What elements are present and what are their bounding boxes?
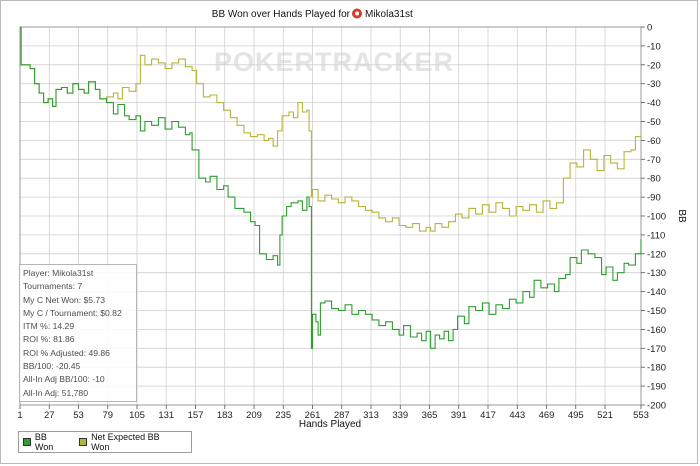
x-tick-label: 209: [246, 410, 262, 421]
legend-label: Net Expected BB Won: [91, 432, 160, 452]
y-tick-label: -200: [647, 401, 666, 412]
y-axis-label: BB: [676, 209, 687, 223]
x-axis-label: Hands Played: [299, 419, 361, 430]
y-axis-ticks: 0 -10 -20 -30 -40 -50 -60 -70 -80 -90 -100 -110 -120…: [641, 23, 666, 412]
x-tick-label: 1: [17, 410, 22, 421]
x-tick-label: 53: [73, 410, 84, 421]
series-line-bb-won: [20, 26, 642, 349]
x-tick-label: 553: [633, 410, 649, 421]
y-tick-label: -180: [647, 363, 666, 374]
stat-line: ITM %: 14.29: [23, 321, 75, 332]
x-tick-label: 235: [275, 410, 291, 421]
stat-line: BB/100: -20.45: [23, 361, 81, 372]
x-tick-label: 157: [188, 410, 204, 421]
x-tick-label: 183: [217, 410, 233, 421]
series-line-net-expected-bb-won: [20, 26, 641, 232]
stat-line: Player: Mikola31st: [23, 268, 94, 278]
stat-line: ROI % Adjusted: 49.86: [23, 347, 110, 358]
stat-line: My C / Tournament: $0.82: [23, 307, 122, 318]
x-axis-ticks: 1 27 53 79 105 131 157 183 209 235 261 287 313 339 365…: [17, 405, 649, 421]
series-layer: [20, 26, 642, 349]
y-tick-label: -190: [647, 382, 666, 393]
y-tick-label: -140: [647, 287, 666, 298]
y-tick-label: -70: [647, 155, 661, 166]
legend: BB Won Net Expected BB Won: [18, 431, 192, 453]
y-tick-label: -60: [647, 136, 661, 147]
legend-swatch: [23, 438, 31, 446]
stats-box: Player: Mikola31st Tournaments: 7 My C Net…: [19, 264, 137, 402]
x-tick-label: 79: [102, 410, 113, 421]
legend-label: BB Won: [34, 432, 54, 452]
y-tick-label: -120: [647, 249, 666, 260]
x-tick-label: 313: [363, 410, 379, 421]
legend-item-net-expected[interactable]: Net Expected BB Won: [79, 432, 179, 452]
y-tick-label: -20: [647, 60, 661, 71]
stat-line: All-In Adj: 51,780: [23, 387, 88, 398]
x-tick-label: 27: [44, 410, 55, 421]
y-tick-label: -10: [647, 41, 661, 52]
y-tick-label: -110: [647, 230, 665, 241]
x-tick-label: 105: [129, 410, 145, 421]
legend-item-bb-won[interactable]: BB Won: [23, 432, 67, 452]
x-tick-label: 261: [305, 410, 321, 421]
y-tick-label: -150: [647, 306, 666, 317]
x-tick-label: 131: [158, 410, 174, 421]
stat-line: ROI %: 81.86: [23, 334, 75, 345]
y-tick-label: -50: [647, 117, 661, 128]
y-tick-label: -130: [647, 268, 666, 279]
x-tick-label: 521: [597, 410, 613, 421]
stat-line: All-In Adj BB/100: -10: [23, 374, 105, 385]
y-tick-label: -40: [647, 98, 661, 109]
x-tick-label: 469: [539, 410, 555, 421]
stat-line: My C Net Won: $5.73: [23, 294, 105, 305]
y-tick-label: -80: [647, 174, 661, 185]
y-tick-label: -160: [647, 325, 666, 336]
x-tick-label: 391: [451, 410, 467, 421]
chart-title: BB Won over Hands Played for: [212, 9, 351, 20]
watermark: POKERTRACKER: [214, 47, 454, 77]
y-tick-label: -100: [647, 212, 666, 223]
chart-title-player: Mikola31st: [365, 9, 413, 20]
y-tick-label: -90: [647, 193, 661, 204]
x-tick-label: 339: [392, 410, 408, 421]
y-tick-label: -170: [647, 344, 666, 355]
legend-swatch: [79, 438, 88, 446]
x-tick-label: 365: [422, 410, 438, 421]
x-tick-label: 417: [480, 410, 496, 421]
poker-chip-icon: [352, 8, 362, 19]
x-tick-label: 287: [334, 410, 350, 421]
y-tick-label: 0: [647, 23, 652, 34]
y-tick-label: -30: [647, 79, 661, 90]
stat-line: Tournaments: 7: [23, 281, 83, 292]
x-tick-label: 443: [509, 410, 525, 421]
x-tick-label: 495: [568, 410, 584, 421]
